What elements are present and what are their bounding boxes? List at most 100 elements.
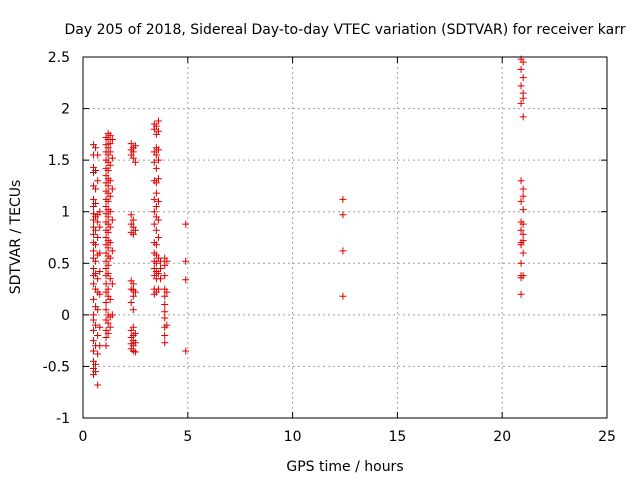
data-point xyxy=(150,158,158,166)
data-point xyxy=(96,342,104,350)
data-point xyxy=(161,292,169,300)
data-point xyxy=(152,179,160,187)
data-point xyxy=(104,182,112,190)
data-point xyxy=(339,195,347,203)
data-point xyxy=(96,208,104,216)
data-point xyxy=(108,136,116,144)
data-point xyxy=(182,220,190,228)
data-point xyxy=(108,154,116,162)
data-point xyxy=(89,316,97,324)
data-point xyxy=(106,223,114,231)
data-point xyxy=(106,161,114,169)
data-point xyxy=(131,226,139,234)
data-point xyxy=(154,270,162,278)
x-tick-label: 20 xyxy=(493,429,511,445)
data-points-layer xyxy=(89,55,527,389)
data-point xyxy=(106,192,114,200)
data-point xyxy=(102,342,110,350)
data-point xyxy=(154,285,162,293)
data-point xyxy=(108,185,116,193)
data-point xyxy=(519,113,527,121)
y-tick-label: -0.5 xyxy=(43,359,70,375)
data-point xyxy=(92,144,100,152)
data-point xyxy=(163,257,171,265)
data-point xyxy=(152,226,160,234)
data-point xyxy=(89,280,97,288)
data-point xyxy=(154,146,162,154)
data-point xyxy=(519,192,527,200)
data-point xyxy=(129,154,137,162)
data-point xyxy=(129,323,137,331)
y-tick-label: 1 xyxy=(61,205,70,221)
data-point xyxy=(89,347,97,355)
data-point xyxy=(131,339,139,347)
data-point xyxy=(129,292,137,300)
data-point xyxy=(129,216,137,224)
data-point xyxy=(106,208,114,216)
data-point xyxy=(94,275,102,283)
data-point xyxy=(131,329,139,337)
chart-title: Day 205 of 2018, Sidereal Day-to-day VTE… xyxy=(65,22,626,38)
data-point xyxy=(94,218,102,226)
data-point xyxy=(102,334,110,342)
data-point xyxy=(519,249,527,257)
data-point xyxy=(104,329,112,337)
data-point xyxy=(131,142,139,150)
y-axis-label: SDTVAR / TECUs xyxy=(8,180,24,295)
data-point xyxy=(104,319,112,327)
data-point xyxy=(96,290,104,298)
data-point xyxy=(108,216,116,224)
data-point xyxy=(92,360,100,368)
data-point xyxy=(102,280,110,288)
data-point xyxy=(517,65,525,73)
data-point xyxy=(96,323,104,331)
data-point xyxy=(161,301,169,309)
data-point xyxy=(106,131,114,139)
data-point xyxy=(339,292,347,300)
data-point xyxy=(163,321,171,329)
data-point xyxy=(106,239,114,247)
data-point xyxy=(152,241,160,249)
plot-frame xyxy=(82,56,608,419)
data-point xyxy=(154,216,162,224)
x-tick-label: 15 xyxy=(388,429,406,445)
data-point xyxy=(94,177,102,185)
data-point xyxy=(127,140,135,148)
data-point xyxy=(519,74,527,82)
data-point xyxy=(92,270,100,278)
data-point xyxy=(106,148,114,156)
data-point xyxy=(517,241,525,249)
data-point xyxy=(517,226,525,234)
x-tick-label: 10 xyxy=(284,429,302,445)
data-point xyxy=(152,122,160,130)
data-point xyxy=(161,331,169,339)
data-point xyxy=(106,275,114,283)
data-point xyxy=(129,306,137,314)
data-point xyxy=(94,234,102,241)
data-point xyxy=(89,295,97,303)
data-point xyxy=(154,197,162,205)
data-point xyxy=(92,226,100,234)
data-point xyxy=(108,247,116,255)
data-point xyxy=(157,257,165,265)
data-point xyxy=(163,288,171,296)
data-point xyxy=(154,127,162,135)
data-point xyxy=(102,298,110,306)
y-tick-label: -1 xyxy=(56,411,70,427)
data-point xyxy=(150,220,158,228)
data-point xyxy=(94,331,102,339)
y-tick-label: 0 xyxy=(61,308,70,324)
data-point xyxy=(154,175,162,183)
y-tick-label: 0.5 xyxy=(48,256,70,272)
x-tick-label: 0 xyxy=(79,429,88,445)
data-point xyxy=(89,195,97,203)
data-point xyxy=(161,261,169,269)
data-point xyxy=(106,295,114,303)
x-tick-label: 5 xyxy=(183,429,192,445)
data-point xyxy=(131,348,139,356)
data-point xyxy=(154,234,162,241)
data-point xyxy=(154,156,162,164)
data-point xyxy=(150,208,158,216)
data-point xyxy=(104,213,112,221)
